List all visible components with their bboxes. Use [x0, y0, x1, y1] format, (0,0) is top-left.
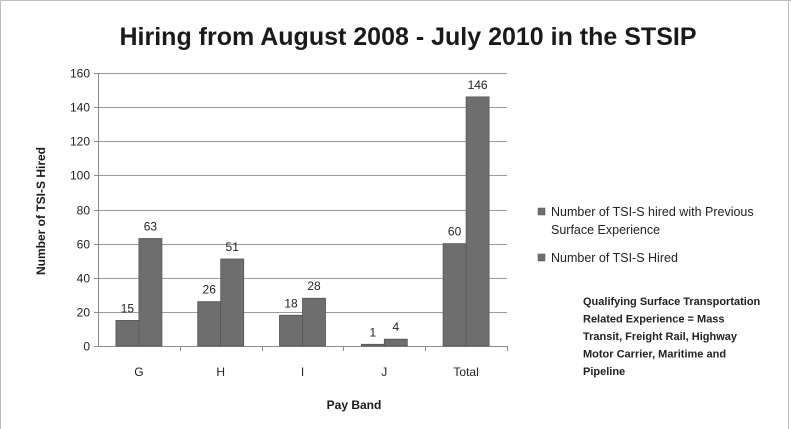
bar-g-series-2: [138, 238, 163, 347]
x-tick-label: G: [134, 365, 143, 379]
y-tick-label: 120: [70, 135, 90, 149]
legend-label: Number of TSI-S hired with Previous: [551, 205, 754, 219]
legend-swatch: [537, 253, 546, 262]
data-label: 26: [203, 283, 217, 297]
x-tick-label: H: [216, 365, 225, 379]
data-label: 18: [284, 296, 298, 310]
x-tick-label: J: [381, 365, 387, 379]
bar-i-series-1: [279, 314, 303, 347]
bar-total-series-1: [442, 243, 467, 347]
data-label: 15: [121, 301, 135, 315]
axes: [94, 73, 508, 351]
x-axis-title: Pay Band: [327, 398, 382, 412]
annotation-line: Qualifying Surface Transportation: [583, 296, 761, 308]
frame-border-top: [0, 0, 791, 1]
x-tick-label: Total: [453, 365, 478, 379]
frame-border-left: [0, 0, 1, 429]
x-tick-label: I: [301, 365, 304, 379]
data-label: 1: [369, 325, 376, 339]
annotation-line: Related Experience = Mass: [583, 314, 725, 326]
annotation-note: Qualifying Surface Transportation Related…: [583, 296, 761, 378]
y-tick-label: 40: [77, 272, 91, 286]
data-label: 63: [144, 220, 158, 234]
bars: [115, 96, 490, 347]
bar-h-series-1: [197, 301, 222, 347]
legend-swatch: [537, 207, 546, 216]
frame-border-right: [788, 0, 789, 429]
bar-g-series-1: [115, 320, 140, 347]
legend: Number of TSI-S hired with Previous Surfa…: [537, 205, 754, 265]
data-label: 51: [226, 240, 240, 254]
y-tick-labels: 0 20 40 60 80 100 120 140 160: [70, 67, 90, 354]
gridlines: [98, 73, 507, 313]
data-label: 146: [468, 78, 488, 92]
y-tick-label: 60: [77, 238, 91, 252]
legend-label: Number of TSI-S Hired: [551, 251, 678, 265]
y-axis-title: Number of TSI-S Hired: [34, 147, 48, 275]
x-tick-labels: G H I J Total: [134, 365, 479, 379]
y-tick-label: 80: [77, 204, 91, 218]
bar-h-series-2: [220, 258, 245, 347]
chart-title: Hiring from August 2008 - July 2010 in t…: [120, 23, 697, 51]
data-label: 28: [307, 279, 321, 293]
y-tick-label: 20: [77, 306, 91, 320]
legend-label: Surface Experience: [551, 223, 660, 237]
data-labels: 15 63 26 51 18 28 1 4 60 146: [121, 78, 488, 339]
y-tick-label: 160: [70, 67, 90, 81]
y-tick-label: 140: [70, 101, 90, 115]
annotation-line: Pipeline: [583, 366, 625, 378]
bar-j-series-2: [383, 338, 408, 347]
bar-i-series-2: [302, 297, 326, 347]
bar-total-series-2: [465, 96, 490, 347]
bar-j-series-1: [360, 343, 385, 347]
annotation-line: Transit, Freight Rail, Highway: [583, 331, 738, 343]
y-tick-label: 0: [83, 340, 90, 354]
data-label: 60: [448, 225, 462, 239]
data-label: 4: [392, 320, 399, 334]
y-tick-label: 100: [70, 169, 90, 183]
annotation-line: Motor Carrier, Maritime and: [583, 349, 726, 361]
